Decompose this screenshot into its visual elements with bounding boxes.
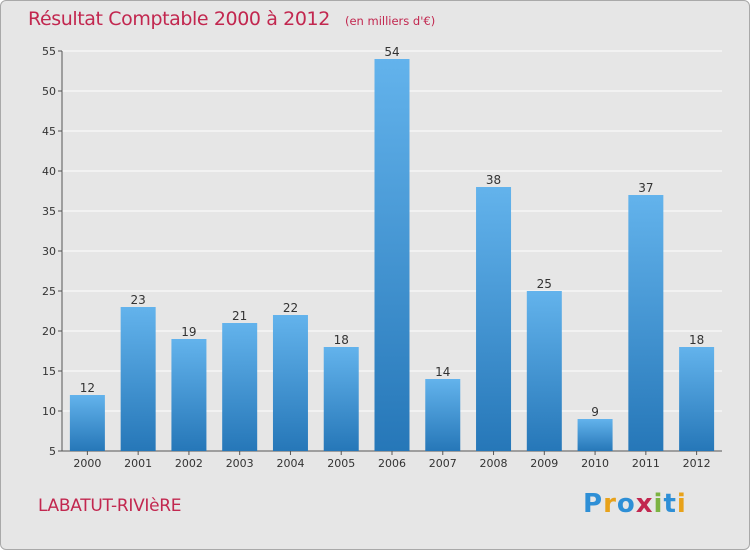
bar: [272, 315, 308, 451]
y-tick-label: 5: [49, 445, 56, 458]
bar: [679, 347, 715, 451]
y-tick-label: 25: [42, 285, 56, 298]
y-tick-label: 30: [42, 245, 56, 258]
logo-letter: i: [676, 489, 687, 519]
logo-letter: o: [616, 489, 636, 519]
logo-letter: t: [663, 489, 677, 519]
y-tick-label: 15: [42, 365, 56, 378]
y-tick-label: 55: [42, 45, 56, 58]
chart-subtitle: (en milliers d'€): [344, 14, 436, 28]
data-label: 54: [384, 45, 399, 59]
x-tick-label: 2008: [480, 457, 508, 470]
bar: [69, 395, 105, 451]
bar: [374, 59, 410, 451]
logo-letter: i: [653, 489, 664, 519]
x-tick-label: 2002: [175, 457, 203, 470]
data-label: 18: [689, 333, 704, 347]
y-tick-label: 45: [42, 125, 56, 138]
data-label: 22: [283, 301, 298, 315]
x-tick-label: 2010: [581, 457, 609, 470]
x-tick-label: 2000: [73, 457, 101, 470]
bar: [476, 187, 512, 451]
chart-title: Résultat Comptable 2000 à 2012: [28, 8, 330, 30]
x-tick-label: 2012: [683, 457, 711, 470]
y-tick-label: 50: [42, 85, 56, 98]
x-tick-label: 2003: [226, 457, 254, 470]
logo-letter: P: [583, 489, 604, 519]
data-label: 21: [232, 309, 247, 323]
x-tick-label: 2006: [378, 457, 406, 470]
proxiti-logo: Proxiti: [583, 489, 687, 519]
data-label: 25: [537, 277, 552, 291]
data-label: 14: [435, 365, 450, 379]
labels: 5 10 15 20 25 30 35 40 45 50 55 12 2000 23 2001 19 2002 2…: [42, 45, 711, 470]
data-label: 12: [80, 381, 95, 395]
y-tick-label: 40: [42, 165, 56, 178]
bar: [120, 307, 156, 451]
y-tick-label: 20: [42, 325, 56, 338]
bar: [222, 323, 258, 451]
data-label: 23: [131, 293, 146, 307]
data-label: 19: [181, 325, 196, 339]
bar: [425, 379, 461, 451]
data-label: 38: [486, 173, 501, 187]
bars: [69, 59, 715, 451]
logo-letter: r: [603, 489, 617, 519]
y-tick-label: 35: [42, 205, 56, 218]
data-label: 37: [638, 181, 653, 195]
bar: [577, 419, 613, 451]
x-tick-label: 2009: [530, 457, 558, 470]
bar: [526, 291, 562, 451]
bar: [323, 347, 359, 451]
y-tick-label: 10: [42, 405, 56, 418]
place-name: LABATUT-RIVIèRE: [38, 496, 182, 516]
logo-letter: x: [635, 489, 654, 519]
bar: [628, 195, 664, 451]
data-label: 9: [591, 405, 599, 419]
bar: [171, 339, 207, 451]
x-tick-label: 2005: [327, 457, 355, 470]
x-tick-label: 2004: [276, 457, 304, 470]
data-label: 18: [334, 333, 349, 347]
chart-header: Résultat Comptable 2000 à 2012 (en milli…: [28, 8, 435, 30]
x-tick-label: 2001: [124, 457, 152, 470]
x-tick-label: 2011: [632, 457, 660, 470]
x-tick-label: 2007: [429, 457, 457, 470]
